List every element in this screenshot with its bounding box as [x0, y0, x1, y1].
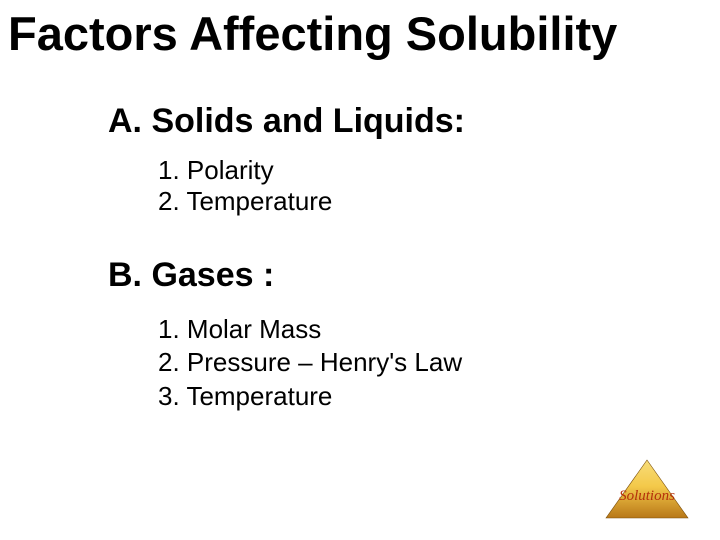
section-b-heading: B. Gases :: [108, 256, 720, 295]
section-a-heading: A. Solids and Liquids:: [108, 102, 720, 141]
footer-badge: Solutions: [602, 458, 692, 522]
section-a-list: 1. Polarity 2. Temperature: [158, 155, 720, 218]
list-item: 1. Molar Mass: [158, 313, 720, 346]
slide-title: Factors Affecting Solubility: [0, 0, 720, 60]
list-item: 2. Pressure – Henry's Law: [158, 346, 720, 379]
footer-label: Solutions: [602, 488, 692, 505]
list-item: 2. Temperature: [158, 186, 720, 218]
list-item: 1. Polarity: [158, 155, 720, 187]
list-item: 3. Temperature: [158, 380, 720, 413]
section-b-list: 1. Molar Mass 2. Pressure – Henry's Law …: [158, 313, 720, 413]
